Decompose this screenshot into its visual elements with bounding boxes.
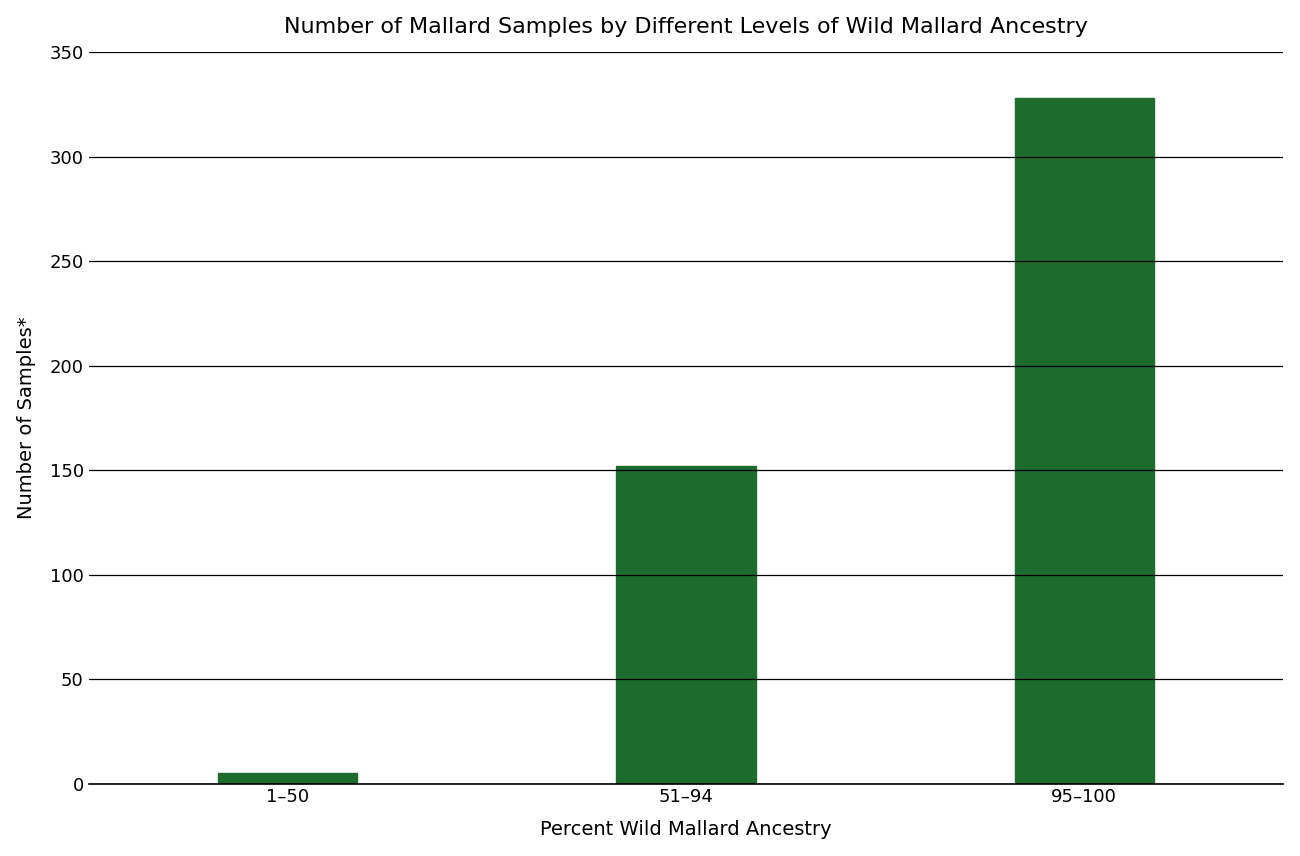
Bar: [1014, 98, 1154, 783]
Bar: [616, 466, 755, 783]
Bar: [218, 773, 358, 783]
Y-axis label: Number of Samples*: Number of Samples*: [17, 317, 35, 519]
X-axis label: Percent Wild Mallard Ancestry: Percent Wild Mallard Ancestry: [541, 820, 832, 840]
Title: Number of Mallard Samples by Different Levels of Wild Mallard Ancestry: Number of Mallard Samples by Different L…: [285, 16, 1088, 37]
